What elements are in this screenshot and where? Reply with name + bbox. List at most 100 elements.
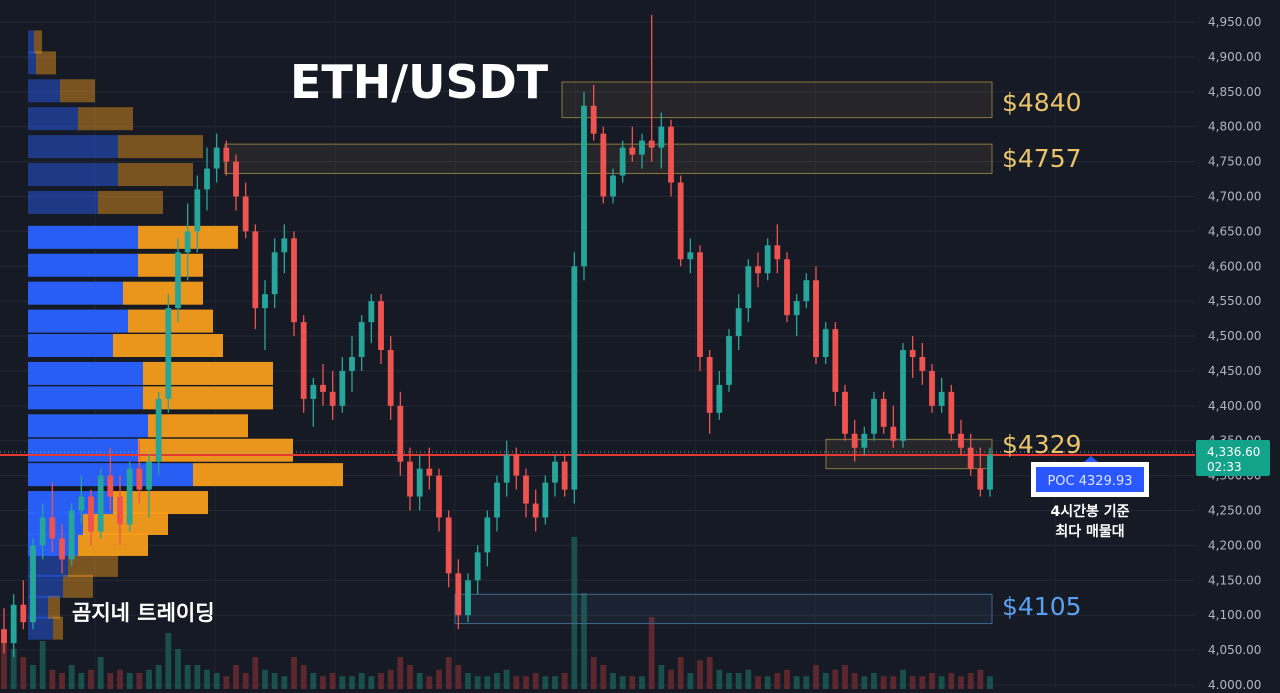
candle-body (397, 405, 404, 462)
candle-body (706, 356, 713, 413)
candle-body (281, 238, 288, 253)
candle-body (813, 280, 819, 357)
candle-body (416, 468, 423, 497)
profile-sell-bar (60, 79, 95, 103)
volume-bar (97, 657, 104, 689)
volume-bar (774, 673, 781, 689)
candle-body (793, 301, 800, 316)
profile-sell-bar (193, 463, 343, 487)
candle-body (958, 433, 964, 448)
profile-sell-bar (63, 574, 93, 598)
candle-body (233, 161, 239, 197)
candle-body (184, 231, 191, 253)
candle-body (146, 461, 152, 490)
volume-bar (513, 676, 520, 689)
candle-body (126, 468, 133, 525)
profile-buy-bar (28, 438, 138, 462)
volume-bar (677, 657, 684, 689)
profile-buy-bar (28, 107, 78, 131)
candle-body (774, 245, 781, 260)
volume-bar (474, 676, 481, 689)
candle-body (842, 391, 848, 434)
candle-body (590, 105, 597, 134)
profile-buy-bar (28, 190, 98, 214)
profile-sell-bar (68, 553, 118, 577)
volume-bar (523, 676, 529, 689)
volume-bar (600, 665, 607, 689)
candle-body (474, 552, 481, 581)
candle-body (764, 245, 771, 274)
volume-bar (909, 676, 916, 689)
profile-sell-bar (98, 190, 163, 214)
poc-pointer-icon (1084, 456, 1098, 462)
profile-sell-bar (83, 511, 168, 535)
last-price-countdown: 02:33 (1207, 460, 1242, 474)
price-tick-label: 4,750.00 (1208, 155, 1261, 169)
candle-body (687, 252, 694, 260)
candle-body (600, 133, 607, 197)
volume-bar (619, 676, 626, 689)
volume-bar (745, 669, 752, 689)
candle-body (262, 294, 268, 309)
candle-body (948, 391, 955, 434)
volume-bar (281, 676, 288, 689)
price-tick-label: 4,450.00 (1208, 364, 1261, 378)
volume-bar (803, 676, 810, 689)
volume-bar (581, 593, 587, 689)
volume-bar (938, 676, 945, 689)
price-tick-label: 4,900.00 (1208, 50, 1261, 64)
profile-buy-bar (28, 51, 36, 75)
volume-bar (10, 649, 17, 689)
profile-buy-bar (28, 553, 68, 577)
candle-body (223, 147, 230, 162)
volume-bar (832, 669, 839, 689)
poc-note-line2: 최다 매물대 (1055, 524, 1124, 540)
candle-body (339, 370, 346, 406)
volume-bar (484, 676, 491, 689)
last-price-badge-bg (1196, 440, 1270, 476)
candle-body (610, 175, 616, 197)
profile-buy-bar (28, 253, 138, 277)
candle-body (987, 454, 993, 490)
volume-bar (291, 657, 297, 689)
volume-bar (590, 657, 597, 689)
price-axis[interactable]: 4,950.00 4,900.00 4,850.00 4,800.00 4,750.00… (1195, 0, 1280, 692)
candle-body (697, 252, 703, 357)
volume-bar (455, 665, 462, 689)
volume-bar (407, 665, 413, 689)
candle-body (755, 266, 761, 274)
profile-buy-bar (28, 361, 143, 385)
profile-sell-bar (48, 595, 60, 619)
candle-body (513, 454, 520, 476)
volume-bar (262, 669, 268, 689)
level-zones (224, 81, 993, 625)
profile-sell-bar (118, 135, 203, 159)
volume-bar (126, 673, 133, 689)
price-tick-label: 4,850.00 (1208, 85, 1261, 99)
candle-body (155, 398, 162, 462)
candle-body (629, 147, 636, 155)
volume-bar (349, 676, 355, 689)
profile-sell-bar (78, 532, 148, 556)
candle-body (532, 503, 539, 518)
profile-sell-bar (143, 386, 273, 410)
candle-body (349, 356, 355, 371)
candle-body (542, 482, 549, 518)
poc-note-line1: 4시간봉 기준 (1050, 503, 1129, 520)
volume-bar (890, 676, 897, 689)
volume-bar (39, 641, 46, 689)
volume-bar (20, 657, 27, 689)
watermark-text: 곰지네 트레이딩 (72, 601, 215, 625)
volume-bar (929, 673, 935, 689)
volume-bar (252, 657, 259, 689)
poc-label-text: POC 4329.93 (1047, 474, 1132, 489)
volume-bar (542, 676, 549, 689)
profile-buy-bar (28, 135, 118, 159)
profile-sell-bar (53, 616, 63, 640)
volume-bar (503, 669, 510, 689)
candle-body (1, 629, 7, 644)
candle-body (494, 482, 500, 518)
last-price-badge: 4,336.60 02:33 (1196, 440, 1270, 476)
